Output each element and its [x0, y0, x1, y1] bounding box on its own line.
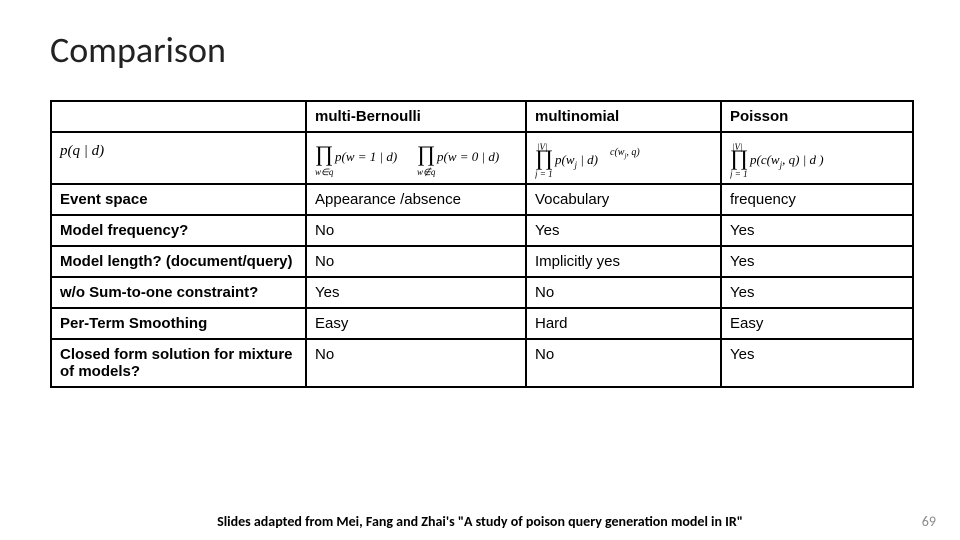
- row-label: Per-Term Smoothing: [51, 308, 306, 339]
- cell: Easy: [721, 308, 913, 339]
- formula-poisson-svg: |V| ∏ j = 1 p(c(wj, q) | d ): [730, 143, 910, 179]
- header-multinomial: multinomial: [526, 101, 721, 132]
- cell: Yes: [721, 277, 913, 308]
- formula-row: p(q | d) ∏ w∈q p(w = 1 | d) ∏ w∉q p(w = …: [51, 132, 913, 184]
- formula-multinomial-svg: |V| ∏ j = 1 p(wj | d) c(wj, q): [535, 143, 715, 179]
- cell: Yes: [721, 246, 913, 277]
- table-row: Per-Term Smoothing Easy Hard Easy: [51, 308, 913, 339]
- formula-multinomial: |V| ∏ j = 1 p(wj | d) c(wj, q): [526, 132, 721, 184]
- cell: Hard: [526, 308, 721, 339]
- cell: Vocabulary: [526, 184, 721, 215]
- cell: frequency: [721, 184, 913, 215]
- slide-title: Comparison: [50, 28, 226, 72]
- cell: Implicitly yes: [526, 246, 721, 277]
- svg-text:j = 1: j = 1: [535, 169, 553, 179]
- cell: No: [306, 215, 526, 246]
- slide: Comparison multi-Bernoulli multinomial P…: [0, 0, 960, 540]
- header-bernoulli: multi-Bernoulli: [306, 101, 526, 132]
- header-poisson: Poisson: [721, 101, 913, 132]
- svg-text:∏: ∏: [417, 143, 435, 166]
- row-label: Event space: [51, 184, 306, 215]
- formula-pqd: p(q | d): [60, 143, 104, 159]
- formula-bernoulli-svg: ∏ w∈q p(w = 1 | d) ∏ w∉q p(w = 0 | d): [315, 143, 523, 177]
- svg-text:w∉q: w∉q: [417, 167, 436, 177]
- row-label: Closed form solution for mixture of mode…: [51, 339, 306, 387]
- header-row: multi-Bernoulli multinomial Poisson: [51, 101, 913, 132]
- svg-text:p(c(wj, q) | d ): p(c(wj, q) | d ): [749, 152, 824, 170]
- table-row: w/o Sum-to-one constraint? Yes No Yes: [51, 277, 913, 308]
- formula-poisson: |V| ∏ j = 1 p(c(wj, q) | d ): [721, 132, 913, 184]
- cell: No: [526, 339, 721, 387]
- footer-citation: Slides adapted from Mei, Fang and Zhai's…: [0, 513, 960, 530]
- table-row: Closed form solution for mixture of mode…: [51, 339, 913, 387]
- svg-text:w∈q: w∈q: [315, 167, 334, 177]
- cell: Easy: [306, 308, 526, 339]
- row-label: Model length? (document/query): [51, 246, 306, 277]
- cell: Appearance /absence: [306, 184, 526, 215]
- table-row: Model frequency? No Yes Yes: [51, 215, 913, 246]
- cell: No: [306, 246, 526, 277]
- page-number: 69: [922, 513, 936, 530]
- svg-text:∏: ∏: [535, 145, 553, 170]
- table-row: Model length? (document/query) No Implic…: [51, 246, 913, 277]
- cell: Yes: [721, 215, 913, 246]
- formula-bernoulli: ∏ w∈q p(w = 1 | d) ∏ w∉q p(w = 0 | d): [306, 132, 526, 184]
- svg-text:p(w = 0 | d): p(w = 0 | d): [436, 149, 499, 164]
- comparison-table: multi-Bernoulli multinomial Poisson p(q …: [50, 100, 914, 388]
- svg-text:p(w = 1 | d): p(w = 1 | d): [334, 149, 397, 164]
- svg-text:∏: ∏: [315, 143, 333, 166]
- table-row: Event space Appearance /absence Vocabula…: [51, 184, 913, 215]
- svg-text:p(wj | d): p(wj | d): [554, 152, 598, 170]
- cell: Yes: [306, 277, 526, 308]
- header-blank: [51, 101, 306, 132]
- svg-text:j = 1: j = 1: [730, 169, 748, 179]
- cell: No: [526, 277, 721, 308]
- svg-text:c(wj, q): c(wj, q): [610, 147, 640, 160]
- comparison-table-wrap: multi-Bernoulli multinomial Poisson p(q …: [50, 100, 912, 388]
- svg-text:∏: ∏: [730, 145, 748, 170]
- cell: Yes: [526, 215, 721, 246]
- row-label: w/o Sum-to-one constraint?: [51, 277, 306, 308]
- formula-label-cell: p(q | d): [51, 132, 306, 184]
- row-label: Model frequency?: [51, 215, 306, 246]
- cell: No: [306, 339, 526, 387]
- cell: Yes: [721, 339, 913, 387]
